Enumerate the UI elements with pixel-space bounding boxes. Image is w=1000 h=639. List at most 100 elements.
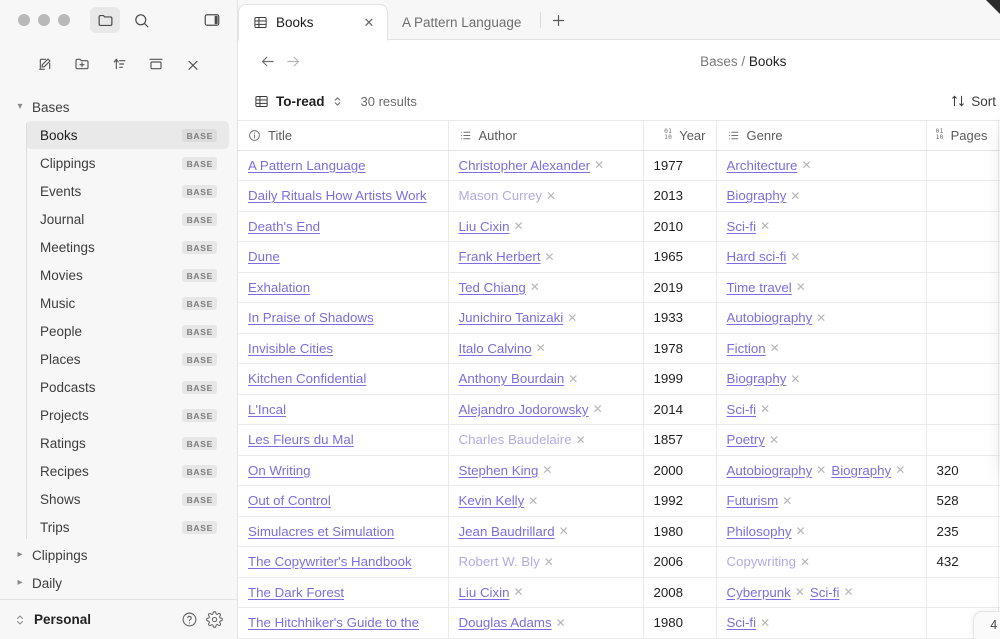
cell-title[interactable]: On Writing: [238, 455, 449, 486]
cell-title[interactable]: Invisible Cities: [238, 333, 449, 364]
remove-value-icon[interactable]: ✕: [816, 310, 827, 325]
cell-tags[interactable]: [998, 394, 1000, 425]
column-header-author[interactable]: Author: [448, 121, 644, 151]
sidebar-item-books[interactable]: Books BASE: [26, 121, 229, 149]
author-link[interactable]: Robert W. Bly: [458, 554, 540, 570]
cell-year[interactable]: 2013: [643, 180, 717, 212]
sidebar-item-people[interactable]: People BASE: [26, 317, 229, 345]
tree-group-clippings[interactable]: ▸ Clippings: [0, 541, 237, 569]
genre-link[interactable]: Biography: [831, 462, 892, 478]
cell-year[interactable]: 1977: [643, 150, 717, 181]
table-row[interactable]: Simulacres et Simulation Jean Baudrillard…: [238, 516, 1000, 547]
table-row[interactable]: Exhalation Ted Chiang ✕ 2019 Time travel ✕: [238, 272, 1000, 303]
cell-genre[interactable]: Hard sci-fi ✕: [716, 241, 927, 273]
title-link[interactable]: A Pattern Language: [248, 157, 366, 173]
cell-tags[interactable]: [998, 577, 1000, 608]
traffic-lights[interactable]: [10, 14, 70, 26]
genre-link[interactable]: Biography: [726, 188, 787, 204]
author-link[interactable]: Ted Chiang: [458, 279, 526, 295]
remove-value-icon[interactable]: ✕: [529, 280, 540, 295]
cell-pages[interactable]: [926, 302, 999, 334]
cell-pages[interactable]: [926, 394, 999, 425]
cell-tags[interactable]: [998, 546, 1000, 578]
cell-genre[interactable]: Cyberpunk ✕ Sci-fi ✕: [716, 577, 927, 608]
title-link[interactable]: L'Incal: [248, 401, 287, 417]
column-header-pages[interactable]: 01 10 Pages: [926, 121, 999, 151]
cell-tags[interactable]: [998, 272, 1000, 303]
toggle-left-sidebar-icon[interactable]: [197, 7, 227, 33]
cell-author[interactable]: Jean Baudrillard ✕: [448, 516, 644, 547]
remove-value-icon[interactable]: ✕: [760, 219, 771, 234]
sidebar-item-events[interactable]: Events BASE: [26, 177, 229, 205]
arrow-left-icon[interactable]: [254, 48, 280, 74]
remove-value-icon[interactable]: ✕: [555, 615, 566, 630]
cell-pages[interactable]: [926, 272, 999, 303]
author-link[interactable]: Frank Herbert: [458, 249, 541, 265]
remove-value-icon[interactable]: ✕: [575, 432, 586, 447]
remove-value-icon[interactable]: ✕: [768, 432, 779, 447]
title-link[interactable]: Simulacres et Simulation: [248, 523, 395, 539]
cell-tags[interactable]: [998, 485, 1000, 517]
table-row[interactable]: Les Fleurs du Mal Charles Baudelaire ✕ 1857…: [238, 424, 1000, 456]
cell-genre[interactable]: Autobiography ✕ Biography ✕: [716, 455, 927, 486]
genre-link[interactable]: Cyberpunk: [726, 584, 791, 600]
title-link[interactable]: Exhalation: [248, 279, 311, 295]
cell-genre[interactable]: Architecture ✕: [716, 150, 927, 181]
author-link[interactable]: Stephen King: [458, 462, 539, 478]
column-header-title[interactable]: Title: [238, 121, 449, 151]
close-icon[interactable]: ✕: [363, 14, 375, 30]
cell-author[interactable]: Christopher Alexander ✕: [448, 150, 644, 181]
cell-pages[interactable]: [926, 424, 999, 456]
title-link[interactable]: Kitchen Confidential: [248, 371, 367, 387]
vault-switcher-icon[interactable]: [14, 613, 26, 627]
cell-tags[interactable]: [998, 302, 1000, 334]
cell-title[interactable]: Death's End: [238, 211, 449, 242]
sidebar-item-clippings[interactable]: Clippings BASE: [26, 149, 229, 177]
cell-genre[interactable]: Copywriting ✕: [716, 546, 927, 578]
remove-value-icon[interactable]: ✕: [801, 158, 812, 173]
cell-year[interactable]: 1980: [643, 516, 717, 547]
remove-value-icon[interactable]: ✕: [760, 615, 771, 630]
author-link[interactable]: Anthony Bourdain: [458, 371, 565, 387]
author-link[interactable]: Charles Baudelaire: [458, 432, 572, 448]
cell-year[interactable]: 1965: [643, 241, 717, 273]
cell-tags[interactable]: [998, 363, 1000, 395]
column-header-year[interactable]: 01 10 Year: [643, 121, 717, 151]
table-row[interactable]: Kitchen Confidential Anthony Bourdain ✕ 199…: [238, 363, 1000, 395]
cell-author[interactable]: Alejandro Jodorowsky ✕: [448, 394, 644, 425]
remove-value-icon[interactable]: ✕: [528, 493, 539, 508]
remove-value-icon[interactable]: ✕: [544, 249, 555, 264]
sidebar-item-music[interactable]: Music BASE: [26, 289, 229, 317]
cell-author[interactable]: Italo Calvino ✕: [448, 333, 644, 364]
tab-a-pattern-language[interactable]: A Pattern Language: [388, 4, 538, 40]
vault-name[interactable]: Personal: [34, 612, 92, 627]
table-row[interactable]: Out of Control Kevin Kelly ✕ 1992 Futurism ✕ 5…: [238, 485, 1000, 517]
remove-value-icon[interactable]: ✕: [895, 463, 906, 478]
cell-year[interactable]: 2000: [643, 455, 717, 486]
author-link[interactable]: Italo Calvino: [458, 340, 532, 356]
author-link[interactable]: Junichiro Tanizaki: [458, 310, 564, 326]
cell-genre[interactable]: Fiction ✕: [716, 333, 927, 364]
cell-author[interactable]: Robert W. Bly ✕: [448, 546, 644, 578]
column-header-genre[interactable]: Genre: [716, 121, 927, 151]
cell-pages[interactable]: [926, 577, 999, 608]
cell-pages[interactable]: [926, 150, 999, 181]
genre-link[interactable]: Autobiography: [726, 462, 813, 478]
cell-genre[interactable]: Biography ✕: [716, 363, 927, 395]
cell-author[interactable]: Frank Herbert ✕: [448, 241, 644, 273]
cell-year[interactable]: 1980: [643, 607, 717, 639]
cell-year[interactable]: 2014: [643, 394, 717, 425]
collapse-all-icon[interactable]: [142, 51, 170, 77]
title-link[interactable]: Invisible Cities: [248, 340, 333, 356]
arrow-right-icon[interactable]: [280, 48, 306, 74]
table-row[interactable]: Dune Frank Herbert ✕ 1965 Hard sci-fi ✕: [238, 241, 1000, 273]
sidebar-item-meetings[interactable]: Meetings BASE: [26, 233, 229, 261]
cell-title[interactable]: Daily Rituals How Artists Work: [238, 180, 449, 212]
table-row[interactable]: The Copywriter's Handbook Robert W. Bly ✕ 2…: [238, 546, 1000, 578]
remove-value-icon[interactable]: ✕: [558, 524, 569, 539]
genre-link[interactable]: Copywriting: [726, 554, 796, 570]
cell-author[interactable]: Liu Cixin ✕: [448, 577, 644, 608]
cell-pages[interactable]: 528: [926, 485, 999, 517]
cell-year[interactable]: 2008: [643, 577, 717, 608]
cell-title[interactable]: The Hitchhiker's Guide to the: [238, 607, 449, 639]
